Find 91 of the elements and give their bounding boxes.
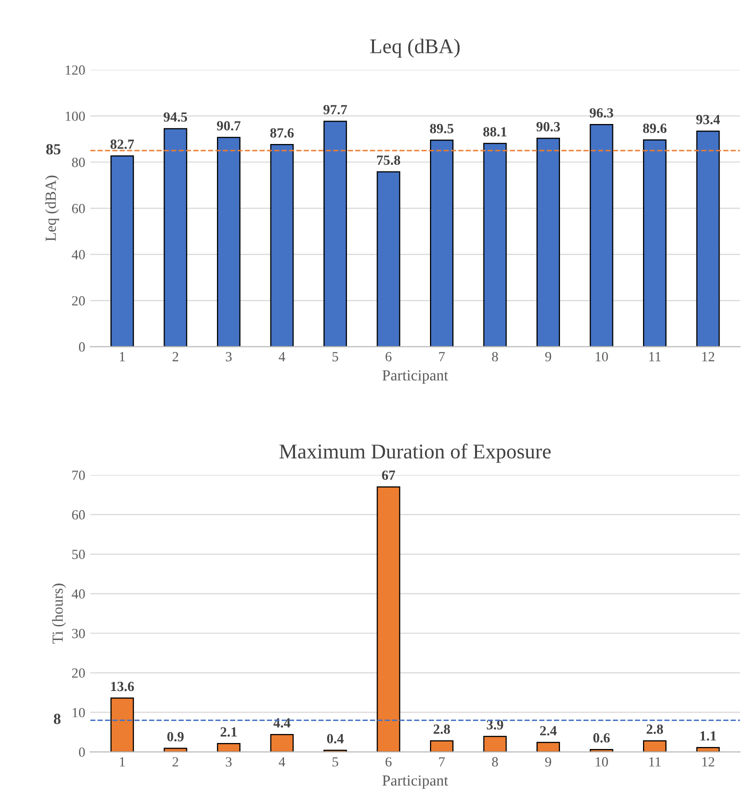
data-label: 2.1 [220,727,237,737]
x-tick-label: 3 [226,757,232,767]
data-label: 67 [382,470,396,480]
data-label: 94.5 [164,112,188,122]
data-label: 13.6 [111,682,134,692]
y-tick-label: 70 [72,470,85,480]
data-label: 90.3 [536,122,560,132]
y-tick-label: 50 [72,550,85,560]
y-axis-title: Ti (hours) [52,584,66,644]
data-label: 4.4 [273,718,290,728]
x-tick-label: 2 [172,757,178,766]
bar [590,124,614,347]
x-tick-label: 12 [702,352,714,362]
bar [110,698,134,752]
x-tick-label: 9 [545,352,552,362]
ref-line-label: 8 [54,714,60,724]
y-tick-label: 10 [72,708,85,718]
x-tick-label: 10 [596,352,608,362]
bar [483,142,507,347]
x-tick-label: 11 [649,757,661,766]
data-label: 2.8 [434,724,450,734]
bar [643,740,666,752]
bar [270,734,294,752]
data-label: 88.1 [483,127,506,137]
x-tick-label: 5 [332,352,338,362]
bar [376,171,400,347]
y-tick-label: 0 [78,747,85,757]
bar [696,130,720,347]
y-tick-label: 80 [72,158,85,168]
bar [536,742,560,752]
data-label: 0.4 [327,734,344,744]
y-tick-label: 100 [66,112,85,121]
x-tick-label: 5 [332,757,338,767]
chart-title: Leq (dBA) [370,38,460,58]
bar [536,138,560,347]
x-tick-label: 10 [596,757,608,767]
data-label: 93.4 [696,114,720,124]
data-label: 97.7 [323,104,348,114]
bar [216,136,240,347]
bar [430,140,454,347]
bar [323,120,347,347]
x-axis-title: Participant [382,775,448,789]
bar [483,736,507,752]
y-tick-label: 40 [72,250,85,260]
x-tick-label: 12 [702,757,714,766]
x-tick-label: 4 [278,757,286,766]
data-label: 2.4 [540,726,557,736]
x-tick-label: 1 [120,757,125,766]
data-label: 2.8 [646,724,663,734]
data-label: 96.3 [590,108,614,118]
bar [643,139,666,347]
y-tick-label: 60 [72,510,85,520]
data-label: 82.7 [110,140,134,149]
data-label: 1.1 [700,731,716,741]
y-tick-label: 120 [66,65,85,75]
y-tick-label: 20 [72,668,85,678]
y-tick-label: 60 [72,204,85,214]
x-tick-label: 3 [226,352,232,362]
x-tick-label: 6 [386,757,392,767]
bar [164,128,188,347]
x-axis-title: Participant [382,370,448,384]
x-tick-label: 6 [386,352,392,362]
y-tick-label: 20 [72,296,85,306]
x-tick-label: 11 [649,352,661,362]
bar [216,743,240,752]
bar [696,747,720,752]
data-label: 87.6 [270,128,294,138]
x-tick-label: 2 [172,352,178,362]
x-tick-label: 7 [439,352,445,362]
ref-line-label: 85 [46,144,60,154]
y-tick-label: 40 [72,589,85,599]
bar [430,740,454,752]
x-tick-label: 8 [492,352,498,362]
chart-title: Maximum Duration of Exposure [279,444,551,463]
bar [110,155,134,347]
data-label: 89.5 [430,124,454,134]
bar [376,486,400,752]
data-label: 0.9 [167,732,184,742]
x-tick-label: 7 [439,757,445,766]
y-axis-title: Leq (dBA) [45,176,59,242]
data-label: 0.6 [593,733,610,743]
y-tick-label: 0 [78,342,85,352]
x-tick-label: 9 [545,757,552,767]
data-label: 75.8 [377,155,400,165]
x-tick-label: 1 [120,352,125,362]
x-tick-label: 8 [492,757,498,767]
data-label: 89.6 [643,124,667,134]
data-label: 90.7 [216,121,241,131]
y-tick-label: 30 [72,628,85,638]
x-tick-label: 4 [278,352,286,362]
bar [270,144,294,347]
